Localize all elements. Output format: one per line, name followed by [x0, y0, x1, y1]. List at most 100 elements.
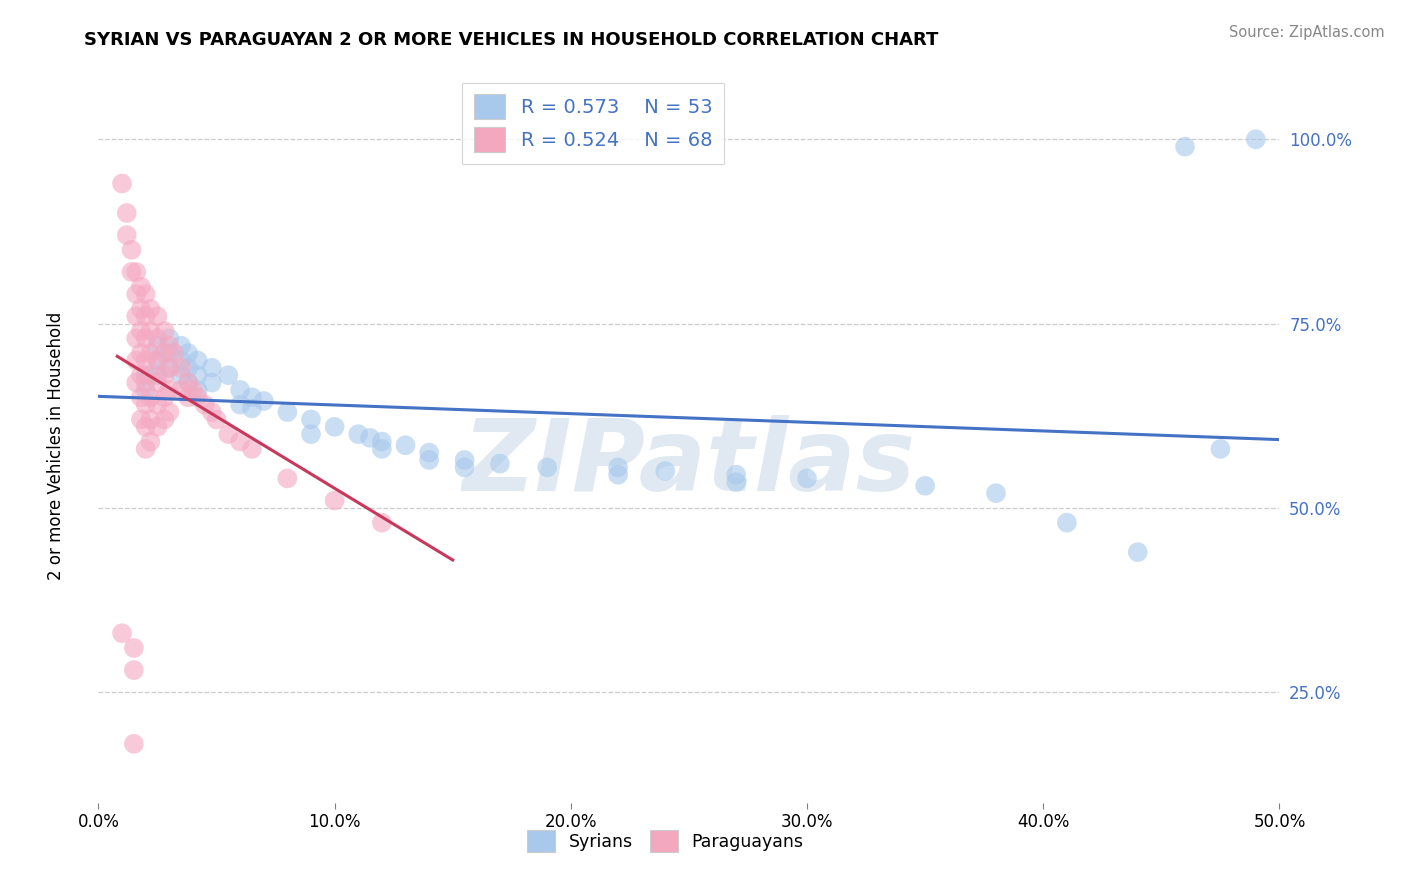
- Text: ZIPatlas: ZIPatlas: [463, 415, 915, 512]
- Point: [394, 438, 416, 452]
- Point: [654, 464, 676, 478]
- Point: [177, 360, 200, 375]
- Point: [163, 346, 186, 360]
- Point: [153, 368, 176, 383]
- Point: [135, 309, 157, 323]
- Point: [276, 405, 298, 419]
- Point: [146, 353, 169, 368]
- Point: [240, 390, 263, 404]
- Point: [139, 368, 162, 383]
- Point: [453, 460, 475, 475]
- Point: [170, 360, 193, 375]
- Point: [135, 353, 157, 368]
- Point: [170, 353, 193, 368]
- Point: [146, 376, 169, 390]
- Point: [146, 419, 169, 434]
- Text: SYRIAN VS PARAGUAYAN 2 OR MORE VEHICLES IN HOUSEHOLD CORRELATION CHART: SYRIAN VS PARAGUAYAN 2 OR MORE VEHICLES …: [84, 31, 939, 49]
- Point: [135, 398, 157, 412]
- Point: [299, 412, 322, 426]
- Point: [125, 287, 148, 301]
- Point: [135, 419, 157, 434]
- Point: [146, 353, 169, 368]
- Point: [201, 405, 224, 419]
- Point: [371, 442, 394, 456]
- Point: [276, 471, 298, 485]
- Point: [1174, 139, 1197, 153]
- Point: [187, 383, 209, 397]
- Point: [129, 324, 152, 338]
- Point: [323, 493, 346, 508]
- Point: [135, 287, 157, 301]
- Point: [536, 460, 558, 475]
- Point: [122, 663, 145, 677]
- Point: [157, 405, 180, 419]
- Point: [129, 346, 152, 360]
- Point: [115, 228, 138, 243]
- Point: [157, 331, 180, 345]
- Point: [129, 412, 152, 426]
- Point: [187, 353, 209, 368]
- Point: [157, 339, 180, 353]
- Point: [201, 376, 224, 390]
- Point: [139, 434, 162, 449]
- Point: [125, 331, 148, 345]
- Point: [153, 324, 176, 338]
- Point: [229, 398, 252, 412]
- Point: [135, 376, 157, 390]
- Point: [229, 383, 252, 397]
- Point: [157, 360, 180, 375]
- Point: [229, 434, 252, 449]
- Point: [205, 412, 228, 426]
- Point: [177, 376, 200, 390]
- Point: [111, 177, 134, 191]
- Point: [157, 383, 180, 397]
- Point: [146, 398, 169, 412]
- Point: [181, 383, 204, 397]
- Point: [129, 390, 152, 404]
- Point: [240, 401, 263, 416]
- Point: [170, 383, 193, 397]
- Point: [418, 445, 440, 459]
- Point: [153, 412, 176, 426]
- Point: [139, 412, 162, 426]
- Point: [418, 453, 440, 467]
- Point: [170, 339, 193, 353]
- Point: [125, 376, 148, 390]
- Point: [1244, 132, 1267, 146]
- Point: [240, 442, 263, 456]
- Point: [121, 265, 143, 279]
- Point: [253, 394, 276, 409]
- Point: [125, 353, 148, 368]
- Point: [129, 301, 152, 316]
- Text: Source: ZipAtlas.com: Source: ZipAtlas.com: [1229, 25, 1385, 40]
- Point: [135, 331, 157, 345]
- Point: [135, 368, 157, 383]
- Point: [187, 368, 209, 383]
- Point: [725, 467, 748, 482]
- Point: [139, 390, 162, 404]
- Point: [146, 368, 169, 383]
- Point: [984, 486, 1007, 500]
- Point: [371, 516, 394, 530]
- Point: [194, 398, 217, 412]
- Point: [146, 331, 169, 345]
- Point: [347, 427, 370, 442]
- Point: [607, 467, 630, 482]
- Point: [1056, 516, 1078, 530]
- Point: [187, 390, 209, 404]
- Point: [1126, 545, 1149, 559]
- Point: [607, 460, 630, 475]
- Point: [121, 243, 143, 257]
- Point: [115, 206, 138, 220]
- Point: [129, 368, 152, 383]
- Point: [129, 279, 152, 293]
- Point: [125, 265, 148, 279]
- Point: [371, 434, 394, 449]
- Legend: Syrians, Paraguayans: Syrians, Paraguayans: [520, 823, 811, 859]
- Point: [153, 346, 176, 360]
- Point: [177, 346, 200, 360]
- Point: [111, 626, 134, 640]
- Point: [122, 737, 145, 751]
- Point: [122, 640, 145, 655]
- Point: [201, 360, 224, 375]
